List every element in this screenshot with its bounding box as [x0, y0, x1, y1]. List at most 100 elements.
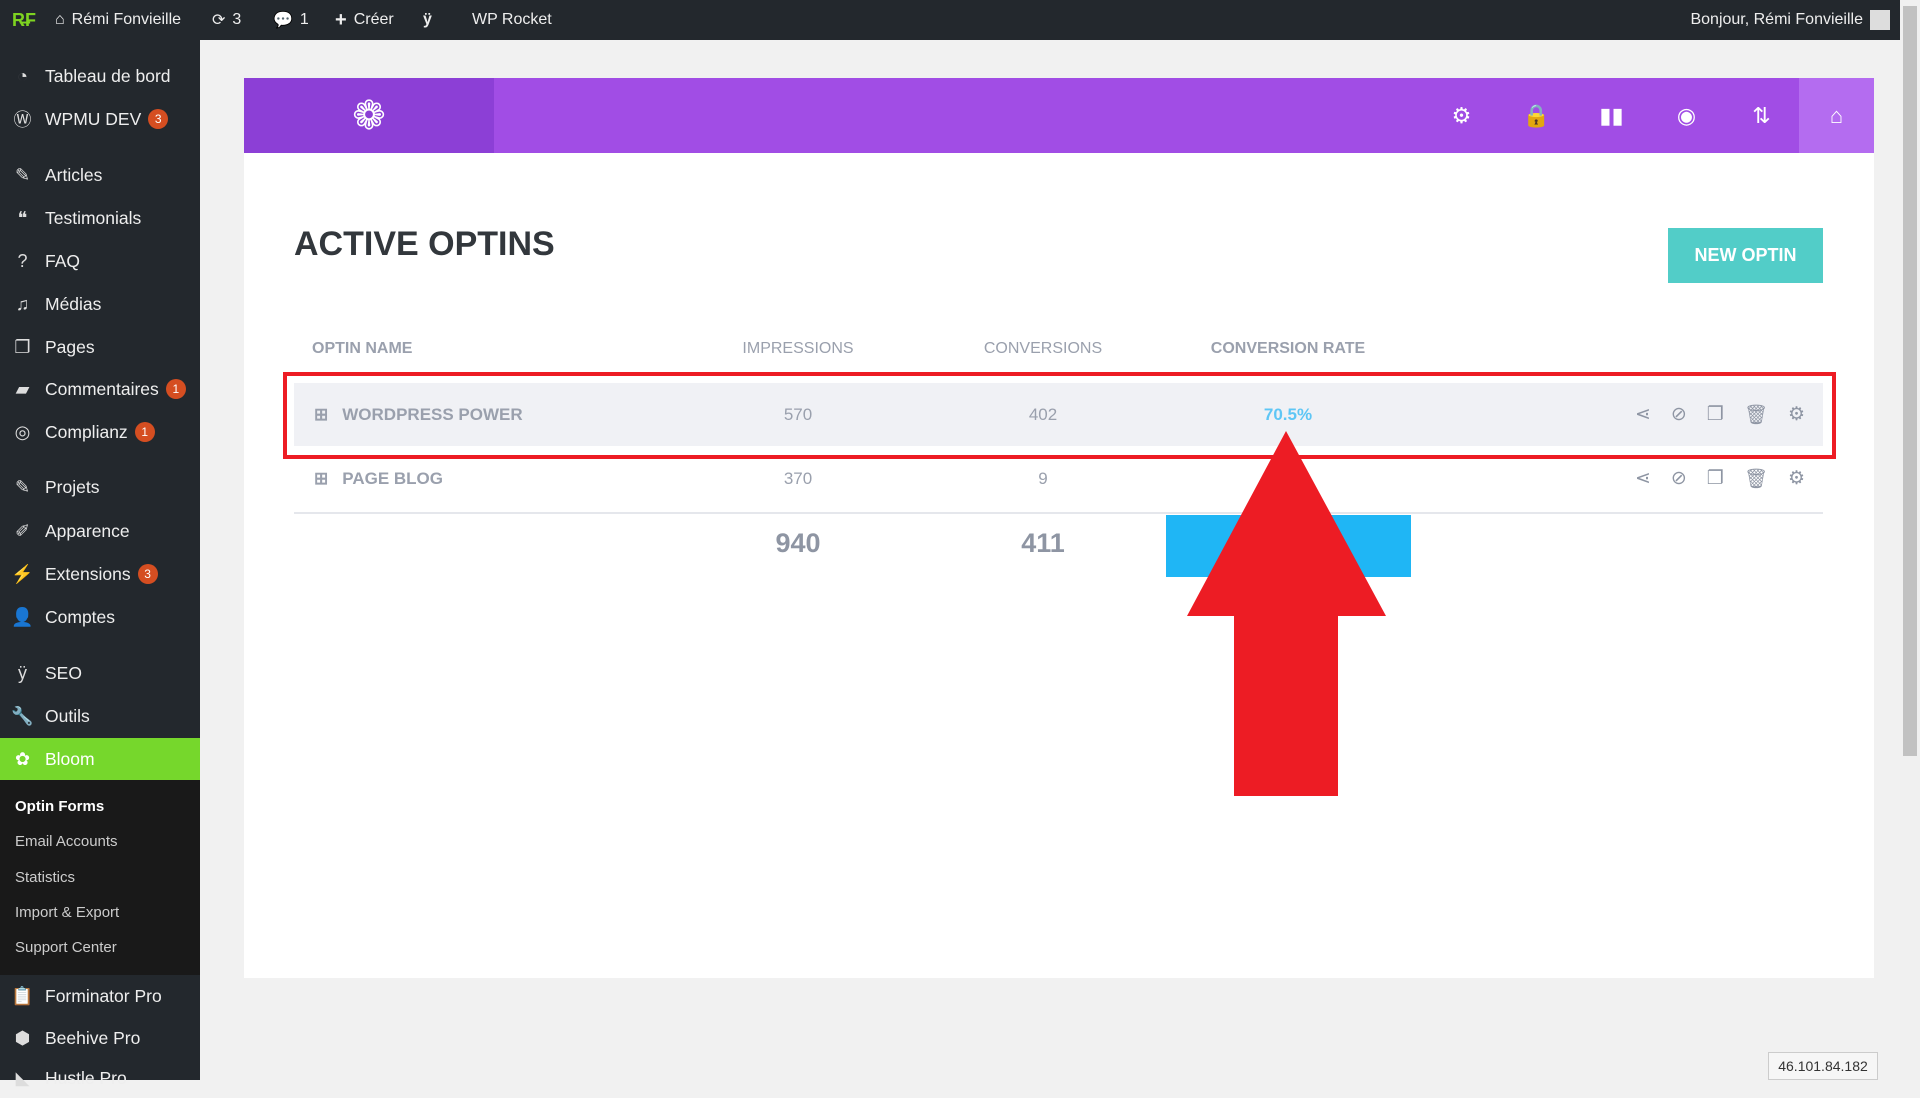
home-icon: ⌂	[55, 11, 65, 28]
column-header-impressions: IMPRESSIONS	[742, 340, 854, 357]
conversion-rate: 70.5%	[1263, 404, 1313, 424]
bloom-panel	[244, 78, 1874, 978]
yoast-icon: ÿ	[18, 662, 27, 683]
site-link[interactable]: ⌂ Rémi Fonvieille	[55, 11, 182, 28]
new-optin-button[interactable]: NEW OPTIN	[1668, 228, 1823, 283]
comment-icon: 💬	[273, 12, 293, 29]
hustle-icon: ◣	[15, 1067, 30, 1088]
optin-name: WORDPRESS POWER	[342, 404, 523, 424]
submenu-email-accounts[interactable]: Email Accounts	[15, 833, 118, 850]
trash-icon[interactable]: 🗑	[1743, 404, 1768, 426]
sidebar-item-seo[interactable]: ÿ SEO	[0, 653, 200, 693]
clipboard-icon: 📋	[11, 985, 34, 1006]
admin-bar: R̶F ⌂ Rémi Fonvieille ⟳ 3 💬 1 + Créer ÿ WP R…	[0, 0, 1920, 40]
brush-icon: ✐	[14, 520, 31, 541]
comments-link[interactable]: 💬 1	[273, 11, 309, 29]
home-icon[interactable]: ⌂	[1799, 78, 1874, 153]
bloom-logo-icon: ❁	[352, 93, 386, 138]
pin-icon: ✎	[14, 164, 31, 185]
lock-icon[interactable]: 🔒	[1522, 102, 1551, 128]
disable-icon[interactable]: ⊘	[1670, 468, 1687, 489]
sidebar-item-comments[interactable]: ▰ Commentaires 1	[0, 369, 200, 409]
bloom-icon: ✿	[14, 748, 31, 769]
sidebar-item-hustle[interactable]: ◣ Hustle Pro	[0, 1058, 200, 1098]
sidebar-item-faq[interactable]: ? FAQ	[0, 241, 200, 281]
sidebar-item-forminator[interactable]: 📋 Forminator Pro	[0, 976, 200, 1016]
question-icon: ?	[17, 250, 28, 271]
complianz-icon: ◎	[14, 421, 31, 442]
impressions: 570	[783, 404, 813, 424]
wp-rocket-link[interactable]: WP Rocket	[472, 11, 552, 28]
sidebar-item-wpmudev[interactable]: Ⓦ WPMU DEV 3	[0, 99, 200, 139]
account-menu[interactable]: Bonjour, Rémi Fonvieille	[1690, 0, 1890, 40]
highlight-box	[283, 372, 1836, 459]
submenu-import-export[interactable]: Import & Export	[15, 904, 120, 921]
quote-icon: ❝	[17, 207, 28, 228]
settings-icon[interactable]: ⚙	[1451, 102, 1472, 128]
site-logo-icon[interactable]: R̶F	[12, 9, 36, 30]
share-icon[interactable]: ⋖	[1634, 404, 1651, 425]
sidebar-item-projects[interactable]: ✎ Projets	[0, 467, 200, 507]
media-icon: ♫	[15, 293, 30, 314]
sidebar-item-bloom[interactable]: ✿ Bloom	[0, 738, 200, 780]
account-icon[interactable]: ◉	[1676, 102, 1697, 128]
sidebar-item-pages[interactable]: ❐ Pages	[0, 327, 200, 367]
optin-name: PAGE BLOG	[342, 468, 443, 488]
yoast-icon[interactable]: ÿ	[423, 11, 432, 28]
user-icon: 👤	[11, 606, 34, 627]
column-header-rate: CONVERSION RATE	[1210, 340, 1366, 357]
conversions: 402	[1028, 404, 1058, 424]
grid-icon: ⊞	[314, 468, 329, 488]
import-export-icon[interactable]: ⇅	[1752, 102, 1771, 128]
submenu-support-center[interactable]: Support Center	[15, 939, 117, 956]
bloom-logo: ❁	[244, 78, 494, 153]
page-title: ACTIVE OPTINS	[294, 225, 555, 263]
conversions: 9	[1038, 468, 1048, 488]
duplicate-icon[interactable]: ❐	[1706, 468, 1724, 489]
updates-link[interactable]: ⟳ 3	[212, 11, 242, 29]
sidebar-item-users[interactable]: 👤 Comptes	[0, 597, 200, 637]
sidebar-item-plugins[interactable]: ⚡ Extensions 3	[0, 554, 200, 594]
pages-icon: ❐	[14, 336, 31, 357]
total-impressions: 940	[775, 528, 821, 558]
sidebar-item-articles[interactable]: ✎ Articles	[0, 155, 200, 195]
refresh-icon: ⟳	[212, 12, 226, 29]
wpmudev-icon: Ⓦ	[13, 110, 32, 130]
plus-icon: +	[335, 8, 347, 31]
total-conversions: 411	[1021, 528, 1065, 558]
share-icon[interactable]: ⋖	[1634, 468, 1651, 489]
pin-icon: ✎	[14, 476, 31, 497]
sidebar-item-beehive[interactable]: ⬢ Beehive Pro	[0, 1018, 200, 1058]
stats-icon[interactable]: ▮▮	[1599, 102, 1624, 128]
red-arrow-annotation	[1187, 431, 1386, 796]
sidebar-item-complianz[interactable]: ◎ Complianz 1	[0, 412, 200, 452]
submenu-optin-forms[interactable]: Optin Forms	[15, 798, 105, 815]
sidebar-item-dashboard[interactable]: ◔ Tableau de bord	[0, 56, 200, 96]
sidebar-item-appearance[interactable]: ✐ Apparence	[0, 511, 200, 551]
impressions: 370	[783, 468, 813, 488]
column-header-conversions: CONVERSIONS	[983, 340, 1103, 357]
divider	[294, 512, 1823, 514]
table-row[interactable]: ⊞ PAGE BLOG 370 9 ⋖ ⊘ ❐ 🗑 ⚙	[294, 447, 1823, 510]
trash-icon[interactable]: 🗑	[1743, 468, 1768, 490]
table-row[interactable]: ⊞ WORDPRESS POWER 570 402 70.5% ⋖ ⊘ ❐ 🗑 ⚙	[294, 383, 1823, 446]
new-content-link[interactable]: + Créer	[335, 8, 394, 31]
plugin-icon: ⚡	[11, 563, 34, 584]
disable-icon[interactable]: ⊘	[1670, 404, 1687, 425]
settings-icon[interactable]: ⚙	[1787, 468, 1805, 489]
duplicate-icon[interactable]: ❐	[1706, 404, 1724, 425]
sidebar-item-tools[interactable]: 🔧 Outils	[0, 696, 200, 736]
wrench-icon: 🔧	[11, 705, 34, 726]
column-header-name: OPTIN NAME	[312, 340, 413, 357]
admin-sidebar: ◔ Tableau de bord Ⓦ WPMU DEV 3 ✎ Articles ❝ T…	[0, 40, 200, 1088]
bloom-header: ❁ ⚙ 🔒 ▮▮ ◉ ⇅ ⌂	[244, 78, 1874, 153]
comment-icon: ▰	[15, 378, 30, 399]
beehive-icon: ⬢	[14, 1027, 31, 1048]
sidebar-item-media[interactable]: ♫ Médias	[0, 284, 200, 324]
submenu-statistics[interactable]: Statistics	[15, 869, 76, 886]
settings-icon[interactable]: ⚙	[1787, 404, 1805, 425]
bloom-submenu	[0, 780, 200, 975]
grid-icon: ⊞	[314, 404, 329, 424]
scrollbar[interactable]	[1900, 0, 1920, 1080]
sidebar-item-testimonials[interactable]: ❝ Testimonials	[0, 198, 200, 238]
